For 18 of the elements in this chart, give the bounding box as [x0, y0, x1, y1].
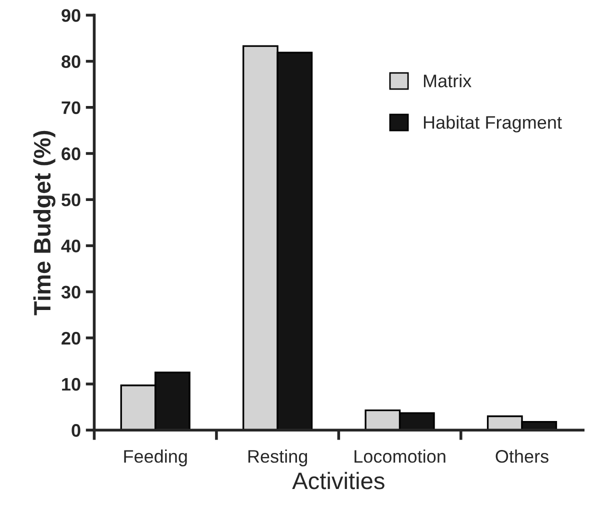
x-tick-label: Others	[496, 450, 548, 463]
y-tick-label: 0	[72, 424, 80, 437]
y-axis-title: Time Budget (%)	[33, 130, 56, 316]
y-tick-label: 40	[61, 240, 80, 252]
y-tick-label: 70	[62, 101, 80, 114]
x-tick-label: Resting	[248, 450, 308, 466]
legend-label: Habitat Fragment	[424, 116, 562, 132]
y-tick-label: 10	[62, 378, 80, 391]
x-tick-label: Feeding	[124, 450, 187, 466]
y-tick-label: 60	[62, 147, 80, 160]
y-tick-label: 20	[62, 332, 80, 345]
x-axis-title: Activities	[292, 472, 384, 490]
y-tick-label: 30	[61, 286, 80, 299]
y-tick-label: 80	[62, 55, 80, 68]
y-tick-label: 90	[62, 9, 80, 22]
legend-label: Matrix	[424, 74, 472, 88]
x-tick-label: Locomotion	[354, 450, 446, 463]
y-tick-label: 50	[62, 194, 80, 206]
